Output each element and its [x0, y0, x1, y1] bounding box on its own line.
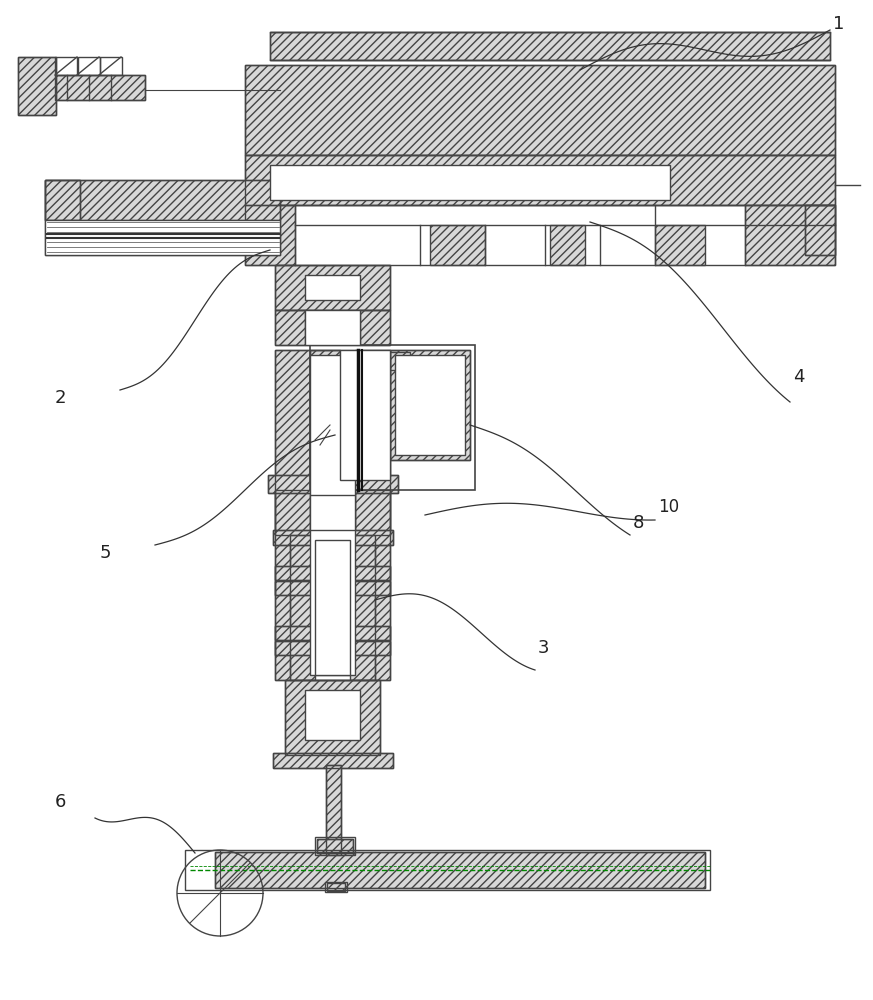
Bar: [290, 535, 375, 680]
Bar: [273, 753, 393, 768]
Bar: [400, 405, 415, 420]
Bar: [275, 310, 390, 345]
Bar: [430, 225, 485, 265]
Text: 4: 4: [793, 368, 805, 386]
Bar: [400, 380, 415, 400]
Text: 2: 2: [55, 389, 66, 407]
Bar: [45, 180, 280, 255]
Bar: [270, 32, 830, 60]
Bar: [55, 75, 145, 100]
Bar: [78, 57, 100, 75]
Bar: [385, 352, 410, 370]
Bar: [805, 205, 835, 255]
Bar: [45, 180, 280, 220]
Bar: [275, 566, 390, 580]
Bar: [326, 765, 341, 855]
Bar: [100, 57, 122, 75]
Bar: [805, 205, 835, 255]
Bar: [275, 350, 310, 680]
Bar: [355, 490, 390, 535]
Bar: [355, 350, 390, 680]
Bar: [745, 205, 835, 265]
Bar: [245, 65, 835, 155]
Text: 8: 8: [633, 514, 644, 532]
Bar: [245, 65, 835, 155]
Bar: [275, 581, 390, 595]
Bar: [325, 882, 347, 892]
Bar: [275, 310, 305, 345]
Bar: [395, 355, 465, 455]
Bar: [270, 32, 830, 60]
Bar: [18, 57, 56, 115]
Bar: [327, 883, 345, 891]
Bar: [345, 380, 367, 460]
Bar: [390, 350, 470, 460]
Bar: [215, 852, 705, 888]
Bar: [18, 57, 56, 115]
Bar: [215, 852, 705, 888]
Bar: [275, 626, 390, 640]
Bar: [285, 680, 380, 755]
Bar: [326, 765, 341, 855]
Text: 10: 10: [658, 498, 679, 516]
Bar: [275, 581, 390, 595]
Bar: [275, 626, 390, 640]
Bar: [400, 428, 415, 440]
Bar: [317, 839, 353, 853]
Bar: [275, 641, 390, 655]
Bar: [315, 540, 350, 675]
Bar: [273, 530, 393, 545]
Bar: [305, 690, 360, 740]
Bar: [273, 753, 393, 768]
Bar: [55, 75, 145, 100]
Bar: [550, 225, 585, 265]
Bar: [317, 839, 353, 853]
Bar: [185, 850, 710, 890]
Bar: [275, 265, 390, 310]
Text: 3: 3: [538, 639, 549, 657]
Text: 6: 6: [55, 793, 66, 811]
Bar: [275, 490, 310, 535]
Bar: [268, 475, 398, 493]
Bar: [55, 57, 77, 75]
Text: 5: 5: [100, 544, 112, 562]
Bar: [245, 205, 835, 265]
Bar: [310, 345, 475, 490]
Bar: [275, 490, 390, 535]
Bar: [655, 225, 705, 265]
Bar: [275, 566, 390, 580]
Bar: [245, 205, 295, 265]
Bar: [245, 155, 835, 205]
Bar: [310, 495, 355, 530]
Bar: [285, 680, 380, 755]
Bar: [310, 350, 340, 485]
Bar: [270, 165, 670, 200]
Bar: [45, 180, 80, 220]
Bar: [245, 155, 835, 205]
Text: 1: 1: [833, 15, 844, 33]
Bar: [310, 350, 340, 485]
Bar: [275, 265, 390, 310]
Bar: [268, 475, 398, 493]
Bar: [45, 180, 80, 220]
Bar: [305, 310, 360, 345]
Bar: [315, 837, 355, 855]
Bar: [310, 355, 355, 675]
Bar: [345, 380, 367, 460]
Bar: [45, 220, 280, 255]
Bar: [290, 535, 315, 680]
Bar: [275, 641, 390, 655]
Bar: [350, 535, 375, 680]
Bar: [340, 350, 390, 480]
Bar: [275, 350, 390, 680]
Bar: [390, 350, 470, 460]
Bar: [305, 275, 360, 300]
Bar: [360, 310, 390, 345]
Bar: [273, 530, 393, 545]
